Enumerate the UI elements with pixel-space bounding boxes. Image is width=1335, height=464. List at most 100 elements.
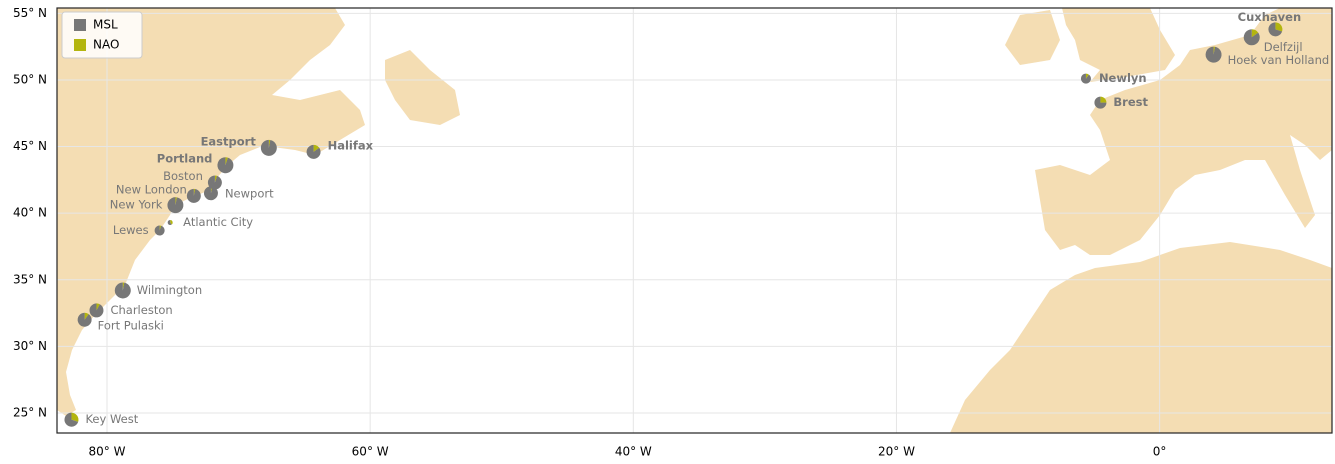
pie-wedge bbox=[1080, 73, 1091, 84]
x-tick-label: 60° W bbox=[352, 445, 389, 459]
pie-wedge bbox=[1275, 22, 1283, 32]
north-america bbox=[57, 8, 365, 416]
station-label: Charleston bbox=[110, 303, 172, 317]
station-pie bbox=[154, 225, 165, 236]
pie-wedge bbox=[268, 139, 271, 148]
grid bbox=[57, 8, 1332, 433]
station-label: Delfzijl bbox=[1264, 40, 1303, 54]
pie-wedge bbox=[1100, 96, 1107, 103]
pie-wedge bbox=[96, 303, 100, 311]
y-tick-label: 40° N bbox=[13, 206, 47, 220]
station-pie bbox=[306, 144, 321, 159]
station-label: Eastport bbox=[201, 134, 257, 148]
station-label: New London bbox=[116, 182, 187, 196]
pie-wedge bbox=[167, 197, 184, 214]
station-label: Wilmington bbox=[137, 283, 202, 297]
pie-wedge bbox=[1268, 22, 1283, 37]
land bbox=[57, 8, 1332, 433]
pie-wedge bbox=[64, 412, 79, 427]
pie-wedge bbox=[217, 157, 234, 174]
station-pie bbox=[1205, 46, 1222, 63]
station-pie bbox=[1080, 73, 1091, 84]
station-label: Brest bbox=[1113, 95, 1148, 109]
pie-wedge bbox=[89, 303, 104, 318]
europe bbox=[1035, 8, 1332, 255]
pie-wedge bbox=[1094, 96, 1107, 109]
y-tick-label: 30° N bbox=[13, 339, 47, 353]
station-label: Cuxhaven bbox=[1238, 10, 1301, 24]
pie-wedge bbox=[1213, 46, 1216, 55]
pie-wedge bbox=[306, 144, 321, 159]
station-label: Atlantic City bbox=[183, 215, 253, 229]
station-pie bbox=[167, 219, 173, 225]
legend: MSL NAO bbox=[61, 11, 143, 59]
pie-wedge bbox=[154, 225, 165, 236]
y-tick-label: 35° N bbox=[13, 272, 47, 286]
pie-wedge bbox=[77, 312, 92, 327]
x-tick-label: 20° W bbox=[878, 445, 915, 459]
pie-wedge bbox=[1251, 29, 1259, 38]
great-britain bbox=[1062, 8, 1175, 82]
station-label: Boston bbox=[163, 169, 203, 183]
x-tick-label: 0° bbox=[1153, 445, 1167, 459]
y-tick-label: 25° N bbox=[13, 406, 47, 420]
station-pie bbox=[77, 312, 92, 327]
station-pie bbox=[64, 412, 79, 427]
pie-wedge bbox=[214, 175, 218, 183]
station-pie bbox=[1094, 96, 1107, 109]
pie-wedge bbox=[175, 197, 177, 206]
station-label: Key West bbox=[85, 412, 138, 426]
pie-wedge bbox=[170, 219, 173, 225]
station-pie bbox=[1243, 29, 1260, 46]
pie-wedge bbox=[122, 282, 125, 291]
x-tick-label: 80° W bbox=[89, 445, 126, 459]
pie-wedge bbox=[193, 188, 196, 196]
station-label: Newlyn bbox=[1099, 71, 1147, 85]
pie-wedge bbox=[71, 412, 79, 422]
station-pie bbox=[217, 157, 234, 174]
y-tick-label: 50° N bbox=[13, 72, 47, 86]
station-label: Fort Pulaski bbox=[98, 318, 164, 332]
legend-label: MSL bbox=[93, 18, 118, 32]
station-label: Lewes bbox=[113, 223, 149, 237]
station-pie bbox=[186, 188, 201, 203]
pie-wedge bbox=[167, 219, 172, 225]
pie-wedge bbox=[186, 188, 201, 203]
pie-wedge bbox=[1243, 29, 1260, 46]
ireland bbox=[1005, 10, 1060, 65]
pie-wedge bbox=[114, 282, 131, 299]
station-label: Halifax bbox=[328, 138, 374, 152]
pie-wedge bbox=[1085, 73, 1089, 79]
pie-wedge bbox=[207, 175, 222, 190]
africa bbox=[950, 242, 1332, 433]
pie-wedge bbox=[1205, 46, 1222, 63]
y-tick-label: 45° N bbox=[13, 139, 47, 153]
ticks: 80° W 60° W 40° W 20° W 0° 25° N 30° N 35° N 40°… bbox=[13, 6, 1167, 459]
pie-wedge bbox=[313, 144, 320, 152]
x-tick-label: 40° W bbox=[615, 445, 652, 459]
pie-wedge bbox=[260, 139, 277, 156]
station-label: Newport bbox=[225, 187, 274, 201]
station-label: Hoek van Holland bbox=[1228, 53, 1330, 67]
station-pie bbox=[260, 139, 277, 156]
pie-wedge bbox=[203, 186, 218, 201]
station-pie bbox=[114, 282, 131, 299]
station-pie bbox=[1268, 22, 1283, 37]
station-label: New York bbox=[110, 198, 163, 212]
pie-wedge bbox=[84, 312, 89, 320]
station-pie bbox=[167, 197, 184, 214]
legend-swatch bbox=[74, 39, 86, 51]
newfoundland bbox=[385, 50, 460, 125]
station-pie bbox=[89, 303, 104, 318]
pie-wedge bbox=[159, 225, 162, 231]
station-pie bbox=[207, 175, 222, 190]
legend-swatch bbox=[74, 19, 86, 31]
station-label: Portland bbox=[157, 152, 213, 166]
legend-label: NAO bbox=[93, 38, 119, 52]
y-tick-label: 55° N bbox=[13, 6, 47, 20]
pie-wedge bbox=[225, 157, 228, 166]
frame bbox=[56, 7, 1333, 434]
